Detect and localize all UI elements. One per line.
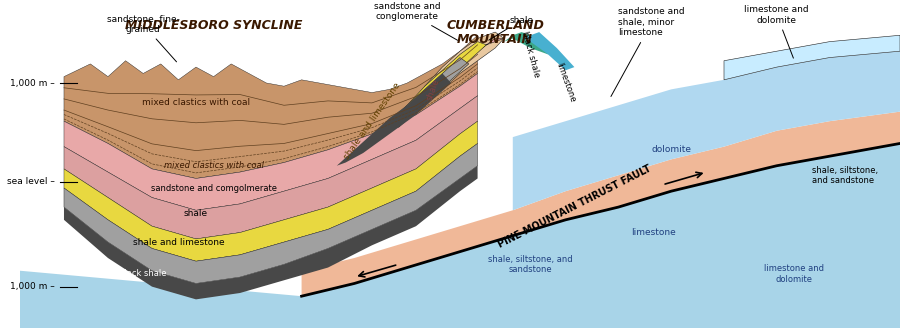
Polygon shape bbox=[355, 57, 469, 153]
Text: shale and limestone: shale and limestone bbox=[342, 81, 402, 161]
Polygon shape bbox=[504, 32, 557, 54]
Polygon shape bbox=[64, 73, 478, 210]
Text: sandstone and
shale, minor
limestone: sandstone and shale, minor limestone bbox=[611, 8, 685, 96]
Text: black shale: black shale bbox=[520, 30, 541, 78]
Text: PINE MOUNTAIN THRUST FAULT: PINE MOUNTAIN THRUST FAULT bbox=[496, 164, 652, 250]
Text: shale and limestone: shale and limestone bbox=[132, 237, 224, 247]
Polygon shape bbox=[64, 121, 478, 261]
Text: shale: shale bbox=[426, 77, 442, 101]
Text: limestone: limestone bbox=[631, 228, 676, 237]
Text: sandstone, fine-
grained: sandstone, fine- grained bbox=[107, 15, 180, 62]
Polygon shape bbox=[20, 10, 504, 299]
Polygon shape bbox=[522, 32, 574, 70]
Text: 1,000 m –: 1,000 m – bbox=[11, 78, 55, 88]
Text: sandstone and
conglomerate: sandstone and conglomerate bbox=[374, 2, 457, 40]
Text: CUMBERLAND
MOUNTAIN: CUMBERLAND MOUNTAIN bbox=[446, 19, 544, 46]
Text: sea level –: sea level – bbox=[7, 177, 55, 186]
Text: limestone: limestone bbox=[554, 62, 577, 104]
Text: shale: shale bbox=[184, 209, 208, 218]
Polygon shape bbox=[399, 38, 504, 128]
Text: dolomite: dolomite bbox=[652, 145, 691, 154]
Polygon shape bbox=[372, 42, 486, 137]
Polygon shape bbox=[64, 166, 478, 299]
Text: mixed clastics with coal: mixed clastics with coal bbox=[164, 161, 264, 170]
Polygon shape bbox=[724, 35, 900, 80]
Polygon shape bbox=[513, 51, 900, 210]
Text: limestone and
dolomite: limestone and dolomite bbox=[744, 5, 809, 58]
Text: shale: shale bbox=[489, 15, 534, 40]
Text: black shale: black shale bbox=[120, 269, 166, 278]
Polygon shape bbox=[20, 143, 900, 328]
Text: 1,000 m –: 1,000 m – bbox=[11, 282, 55, 291]
Text: shale, siltstone, and
sandstone: shale, siltstone, and sandstone bbox=[488, 255, 572, 274]
Polygon shape bbox=[20, 315, 900, 328]
Text: sandstone and comgolmerate: sandstone and comgolmerate bbox=[150, 183, 276, 193]
Polygon shape bbox=[302, 112, 900, 296]
Polygon shape bbox=[425, 32, 504, 96]
Text: shale, siltstone,
and sandstone: shale, siltstone, and sandstone bbox=[812, 166, 878, 185]
Text: mixed clastics with coal: mixed clastics with coal bbox=[142, 98, 250, 107]
Text: MIDDLESBORO SYNCLINE: MIDDLESBORO SYNCLINE bbox=[125, 19, 302, 32]
Polygon shape bbox=[64, 35, 478, 178]
Polygon shape bbox=[64, 96, 478, 239]
Text: limestone and
dolomite: limestone and dolomite bbox=[764, 264, 824, 284]
Polygon shape bbox=[64, 143, 478, 283]
Polygon shape bbox=[337, 73, 451, 166]
Polygon shape bbox=[20, 299, 900, 315]
